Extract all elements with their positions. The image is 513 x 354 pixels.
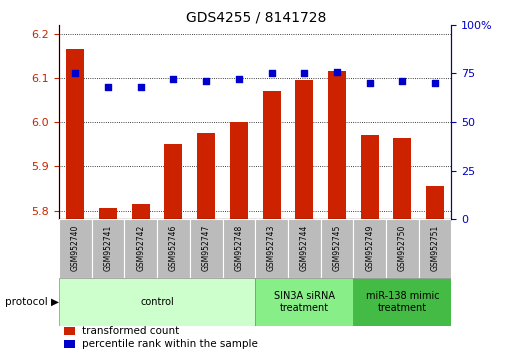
Bar: [321, 219, 353, 278]
Bar: [288, 219, 321, 278]
Text: GSM952749: GSM952749: [365, 224, 374, 271]
Text: percentile rank within the sample: percentile rank within the sample: [82, 339, 258, 349]
Bar: [59, 278, 255, 326]
Point: [235, 76, 243, 82]
Bar: [92, 219, 125, 278]
Bar: [99, 209, 117, 219]
Bar: [165, 144, 183, 219]
Point: [300, 70, 308, 76]
Text: miR-138 mimic
treatment: miR-138 mimic treatment: [366, 291, 439, 313]
Text: GSM952746: GSM952746: [169, 224, 178, 271]
Bar: [353, 219, 386, 278]
Bar: [328, 71, 346, 219]
Text: GSM952748: GSM952748: [234, 224, 243, 271]
Point: [431, 80, 439, 86]
Text: protocol ▶: protocol ▶: [5, 297, 59, 307]
Point: [267, 70, 275, 76]
Bar: [263, 91, 281, 219]
Bar: [66, 49, 84, 219]
Text: transformed count: transformed count: [82, 326, 179, 336]
Bar: [386, 219, 419, 278]
Bar: [59, 219, 92, 278]
Point: [202, 78, 210, 84]
Bar: [295, 80, 313, 219]
Point: [169, 76, 177, 82]
Text: GSM952747: GSM952747: [202, 224, 211, 271]
Bar: [393, 138, 411, 219]
Point: [136, 84, 145, 90]
Bar: [157, 219, 190, 278]
Point: [398, 78, 406, 84]
Bar: [361, 136, 379, 219]
Bar: [255, 278, 353, 326]
Bar: [230, 122, 248, 219]
Text: GSM952742: GSM952742: [136, 224, 145, 271]
Point: [333, 69, 341, 74]
Point: [104, 84, 112, 90]
Text: GSM952741: GSM952741: [104, 224, 112, 271]
Bar: [132, 204, 150, 219]
Bar: [419, 219, 451, 278]
Text: GSM952751: GSM952751: [430, 224, 440, 271]
Text: SIN3A siRNA
treatment: SIN3A siRNA treatment: [274, 291, 335, 313]
Bar: [223, 219, 255, 278]
Point: [71, 70, 80, 76]
Bar: [190, 219, 223, 278]
Bar: [197, 133, 215, 219]
Bar: [353, 278, 451, 326]
Text: GDS4255 / 8141728: GDS4255 / 8141728: [186, 11, 327, 25]
Text: GSM952750: GSM952750: [398, 224, 407, 271]
Bar: [255, 219, 288, 278]
Point: [366, 80, 374, 86]
Bar: [124, 219, 157, 278]
Bar: [426, 186, 444, 219]
Text: GSM952744: GSM952744: [300, 224, 309, 271]
Text: GSM952743: GSM952743: [267, 224, 276, 271]
Text: control: control: [140, 297, 174, 307]
Text: GSM952740: GSM952740: [71, 224, 80, 271]
Text: GSM952745: GSM952745: [332, 224, 342, 271]
